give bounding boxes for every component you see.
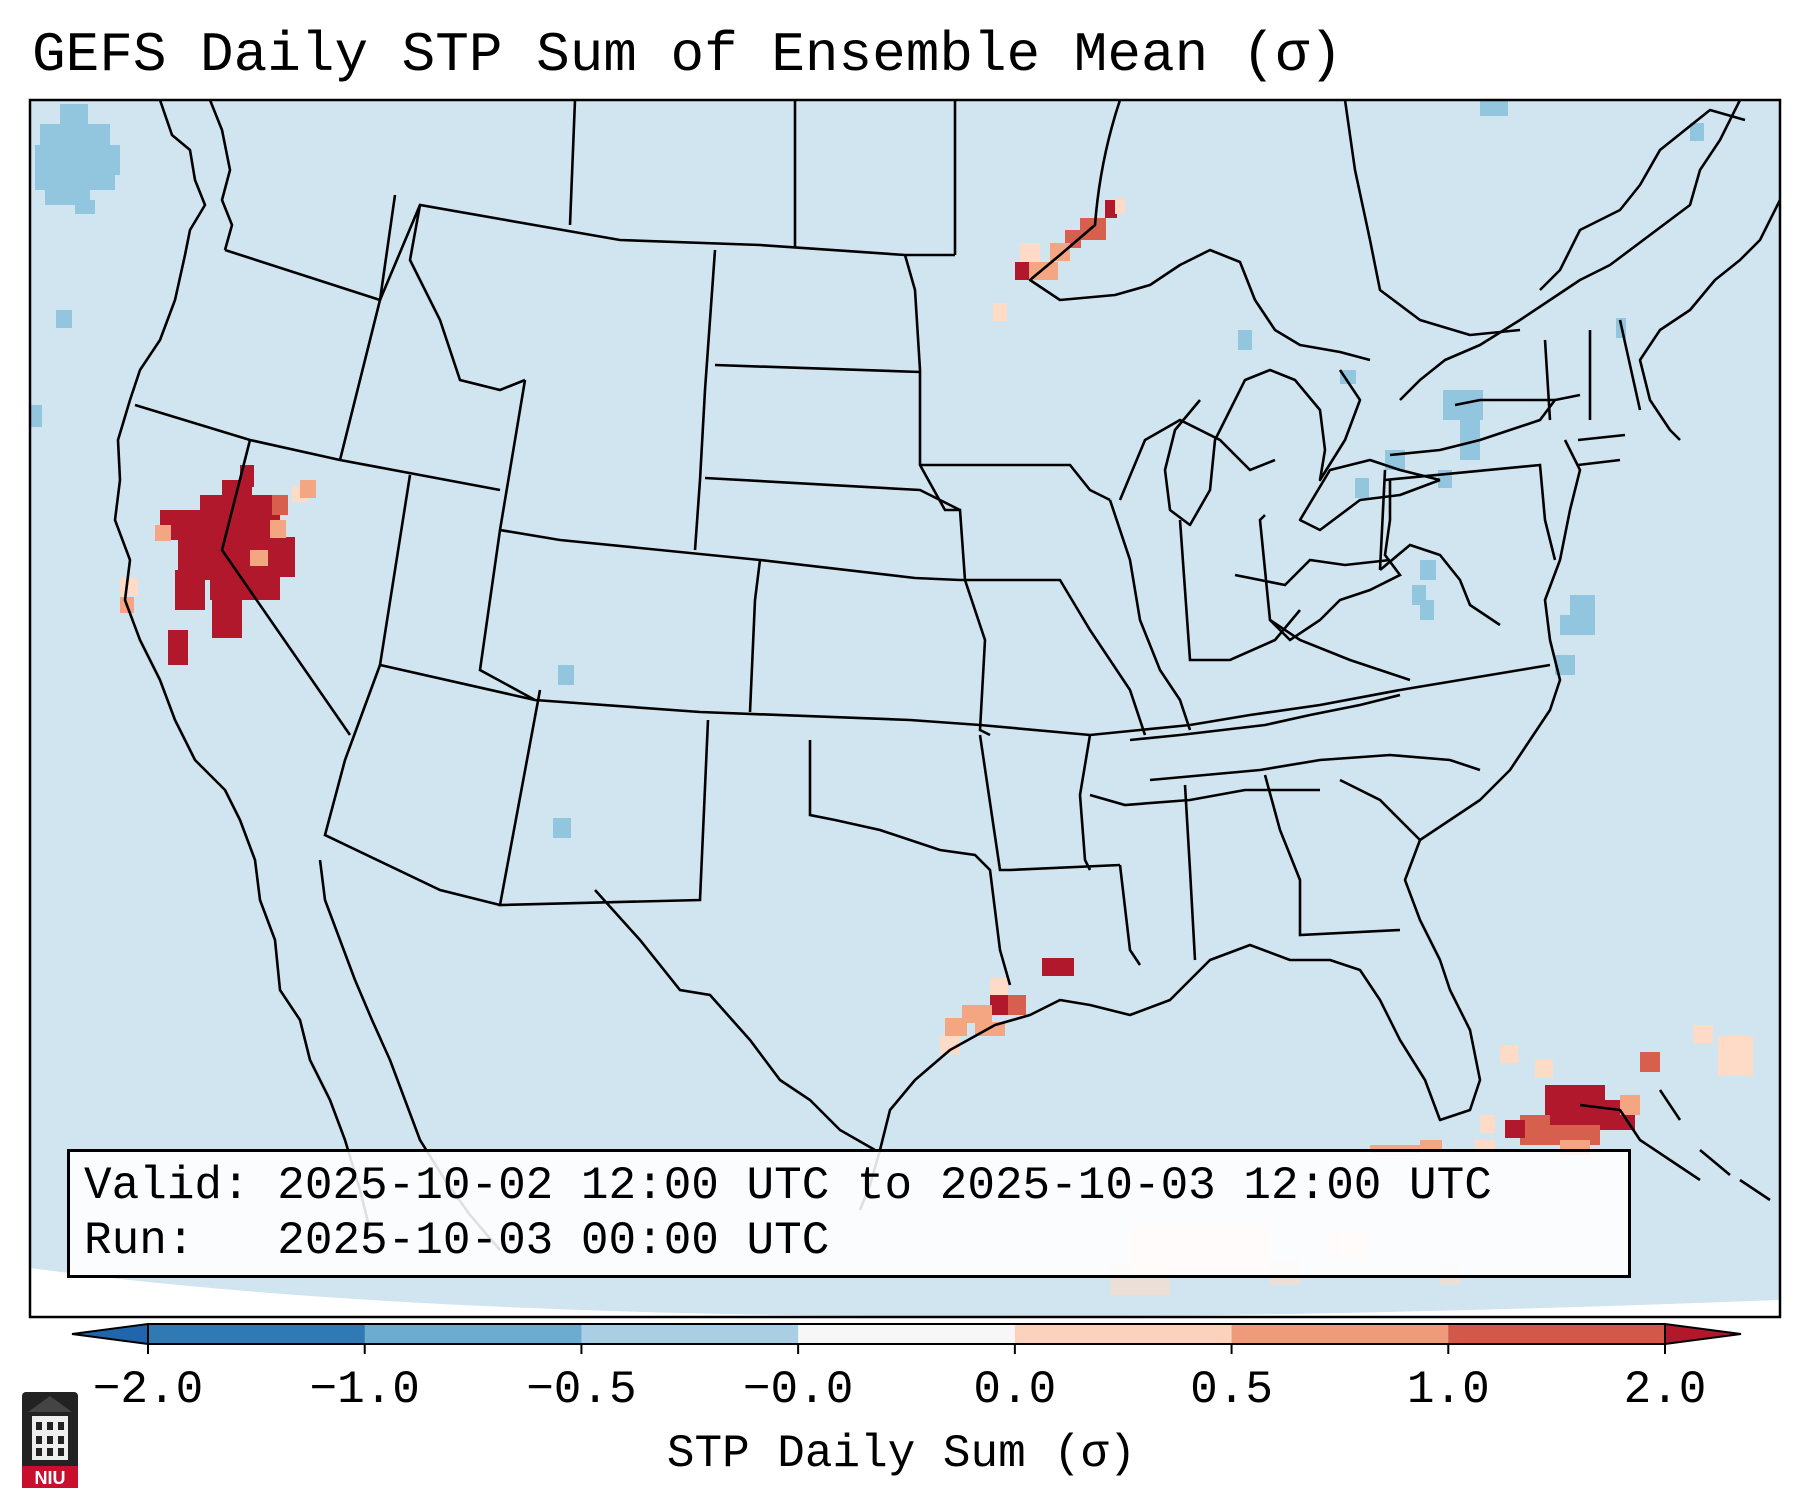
colorbar-segment — [798, 1324, 1016, 1344]
state-boundaries — [134, 100, 1642, 1152]
colorbar-tick-label: −0.0 — [742, 1364, 854, 1416]
colorbar-frame — [147, 1323, 1666, 1345]
colorbar-tick-label: 2.0 — [1623, 1364, 1707, 1416]
colorbar-tick-label: 1.0 — [1406, 1364, 1490, 1416]
colorbar-tick-label: −2.0 — [92, 1364, 204, 1416]
colorbar-segment — [581, 1324, 799, 1344]
map-background — [30, 100, 1780, 1317]
valid-time: Valid: 2025-10-02 12:00 UTC to 2025-10-0… — [84, 1160, 1492, 1212]
run-time: Run: 2025-10-03 00:00 UTC — [84, 1215, 830, 1267]
map-frame — [28, 98, 1782, 1319]
colorbar-tick-label: −0.5 — [526, 1364, 637, 1416]
info-box: Valid: 2025-10-02 12:00 UTC to 2025-10-0… — [67, 1149, 1631, 1278]
colorbar-tick-label: 0.0 — [973, 1364, 1057, 1416]
colorbar — [71, 1322, 1742, 1354]
projection-edge — [30, 1268, 1780, 1317]
colorbar-extend-low — [71, 1322, 149, 1346]
colorbar-segment — [1014, 1324, 1233, 1344]
colorbar-segment — [148, 1324, 366, 1344]
map-title: GEFS Daily STP Sum of Ensemble Mean (σ) — [32, 23, 1343, 87]
colorbar-tick-label: 0.5 — [1190, 1364, 1273, 1416]
coastlines — [113, 100, 1780, 1251]
niu-logo: NIU — [22, 1392, 78, 1488]
colorbar-tick-label: −1.0 — [309, 1364, 420, 1416]
colorbar-segment — [1448, 1324, 1666, 1344]
colorbar-extend-high — [1664, 1322, 1742, 1346]
niu-logo-text: NIU — [35, 1468, 66, 1488]
colorbar-label: STP Daily Sum (σ) — [666, 1428, 1137, 1480]
colorbar-segment — [364, 1324, 582, 1344]
colorbar-segment — [1231, 1324, 1449, 1344]
